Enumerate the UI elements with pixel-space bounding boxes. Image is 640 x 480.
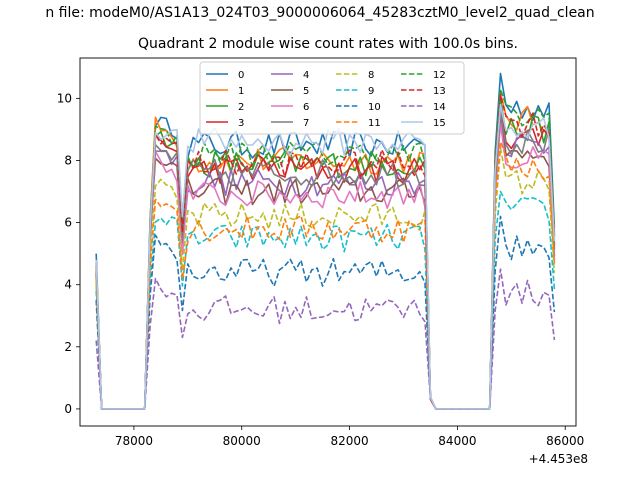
series-line-15 [95,103,556,410]
y-tick-label: 6 [64,216,72,230]
x-tick-label: 82000 [330,434,368,448]
y-tick-label: 4 [64,278,72,292]
series-line-10 [95,215,556,410]
series-line-9 [95,190,556,410]
legend-box [199,61,465,135]
legend-label-6: 6 [303,102,309,113]
legend-label-13: 13 [433,86,446,97]
legend-label-1: 1 [238,86,244,97]
series-line-11 [95,141,556,410]
legend-label-9: 9 [368,86,374,97]
x-axis-offset-label: +4.453e8 [528,452,588,466]
legend-label-15: 15 [433,118,446,129]
series-line-7 [95,113,556,410]
legend-label-12: 12 [433,70,446,81]
y-tick-label: 0 [64,402,72,416]
series-line-12 [95,88,556,410]
legend-label-11: 11 [368,118,381,129]
legend-label-8: 8 [368,70,374,81]
x-tick-label: 84000 [438,434,476,448]
legend-label-2: 2 [238,102,244,113]
x-tick-label: 86000 [546,434,584,448]
legend-label-3: 3 [238,118,244,129]
legend-label-4: 4 [303,70,309,81]
x-tick-label: 78000 [115,434,153,448]
plot-frame [79,57,577,427]
y-tick-label: 10 [57,91,72,105]
x-tick-label: 80000 [223,434,261,448]
y-tick-label: 8 [64,153,72,167]
legend-label-0: 0 [238,70,244,81]
series-line-14 [95,268,556,410]
legend-label-14: 14 [433,102,446,113]
series-layer [95,72,556,410]
legend-label-10: 10 [368,102,381,113]
legend-label-5: 5 [303,86,309,97]
legend-label-7: 7 [303,118,309,129]
figure-suptitle: n file: modeM0/AS1A13_024T03_9000006064_… [45,5,595,21]
chart-title: Quadrant 2 module wise count rates with … [138,36,518,52]
y-tick-label: 2 [64,340,72,354]
